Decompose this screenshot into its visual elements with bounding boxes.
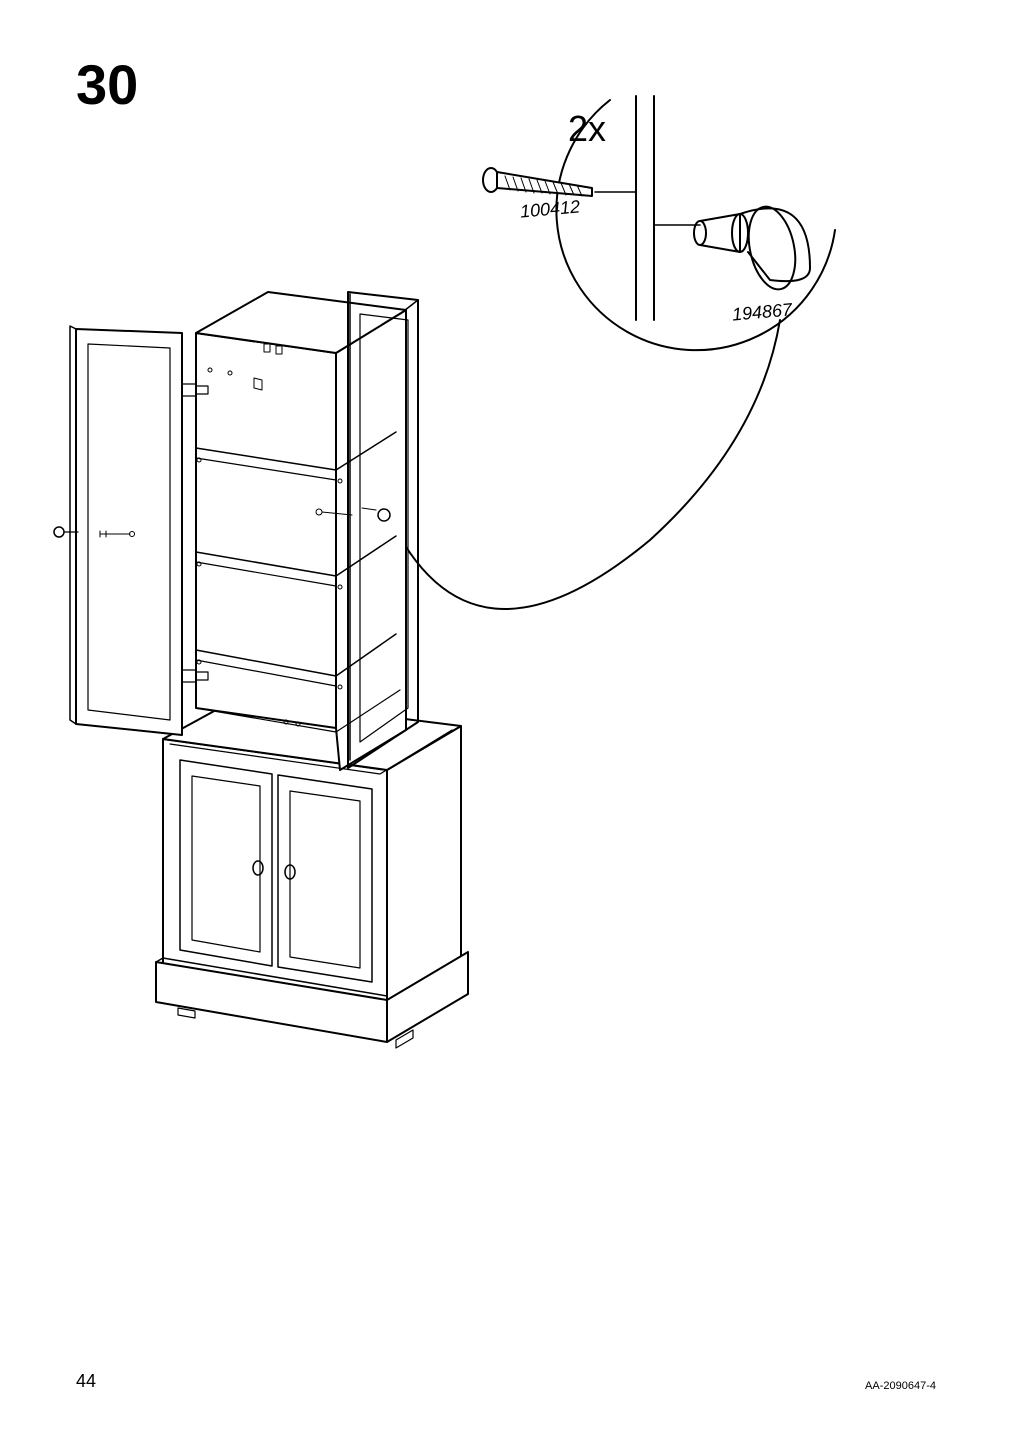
cabinet-lower	[156, 698, 468, 1048]
detail-callout	[388, 96, 835, 609]
left-door	[54, 326, 182, 735]
assembly-illustration	[0, 0, 1012, 1432]
cabinet-upper	[182, 292, 418, 770]
knob-icon	[654, 202, 810, 293]
screw-icon	[483, 168, 636, 196]
